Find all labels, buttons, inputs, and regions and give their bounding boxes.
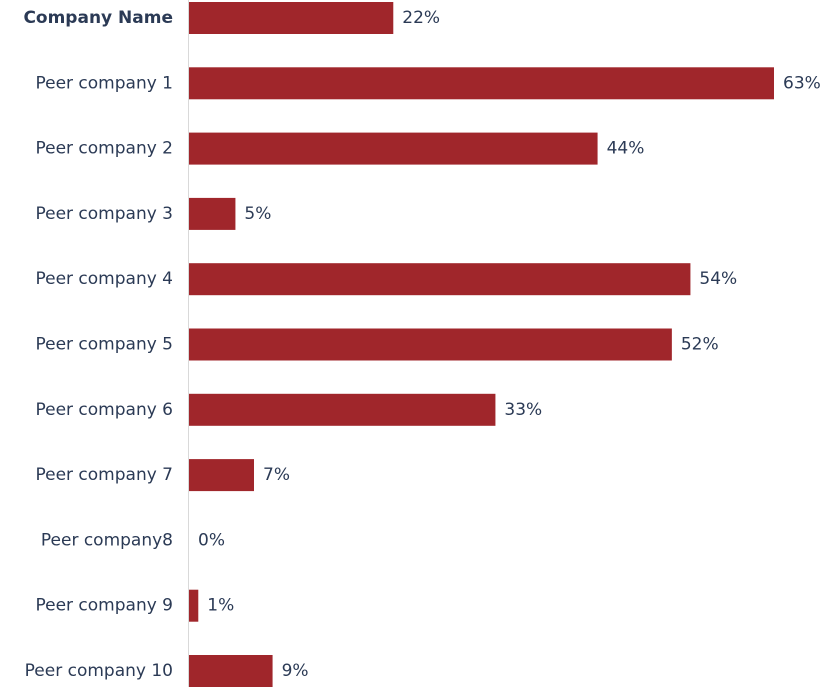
value-label-peer-company-10: 9%	[282, 661, 309, 681]
category-label-peer-company8: Peer company8	[41, 530, 173, 550]
bar-peer-company-3	[189, 197, 236, 230]
value-label-peer-company-7: 7%	[263, 465, 290, 485]
bar-peer-company-5	[189, 328, 672, 361]
category-label-peer-company-1: Peer company 1	[35, 73, 173, 93]
category-label-peer-company-5: Peer company 5	[35, 335, 173, 355]
bars	[189, 2, 774, 687]
category-label-peer-company-6: Peer company 6	[35, 400, 173, 420]
category-label-peer-company-10: Peer company 10	[25, 661, 173, 681]
bar-peer-company-7	[189, 459, 254, 492]
bar-peer-company-1	[189, 67, 774, 100]
bar-peer-company-2	[189, 132, 598, 165]
value-label-peer-company-6: 33%	[504, 400, 542, 420]
category-label-company-name: Company Name	[23, 8, 173, 28]
bar-peer-company-4	[189, 263, 691, 296]
category-label-peer-company-2: Peer company 2	[35, 139, 173, 159]
category-label-peer-company-7: Peer company 7	[35, 465, 173, 485]
value-label-company-name: 22%	[402, 8, 440, 28]
bar-peer-company-9	[189, 589, 199, 622]
category-label-peer-company-3: Peer company 3	[35, 204, 173, 224]
value-label-peer-company-4: 54%	[699, 269, 737, 289]
category-label-peer-company-9: Peer company 9	[35, 596, 173, 616]
category-labels: Company Name Peer company 1 Peer company 2…	[23, 8, 173, 681]
value-label-peer-company-1: 63%	[783, 73, 821, 93]
value-label-peer-company-9: 1%	[207, 596, 234, 616]
category-label-peer-company-4: Peer company 4	[35, 269, 173, 289]
value-label-peer-company-5: 52%	[681, 335, 719, 355]
value-label-peer-company-3: 5%	[244, 204, 271, 224]
bar-peer-company-6	[189, 393, 496, 426]
value-labels: 22% 63% 44% 5% 54% 52% 33% 7% 0% 1% 9%	[198, 8, 821, 681]
bar-company-name	[189, 2, 394, 34]
value-label-peer-company-2: 44%	[607, 139, 645, 159]
bar-peer-company-10	[189, 655, 273, 687]
value-label-peer-company8: 0%	[198, 530, 225, 550]
